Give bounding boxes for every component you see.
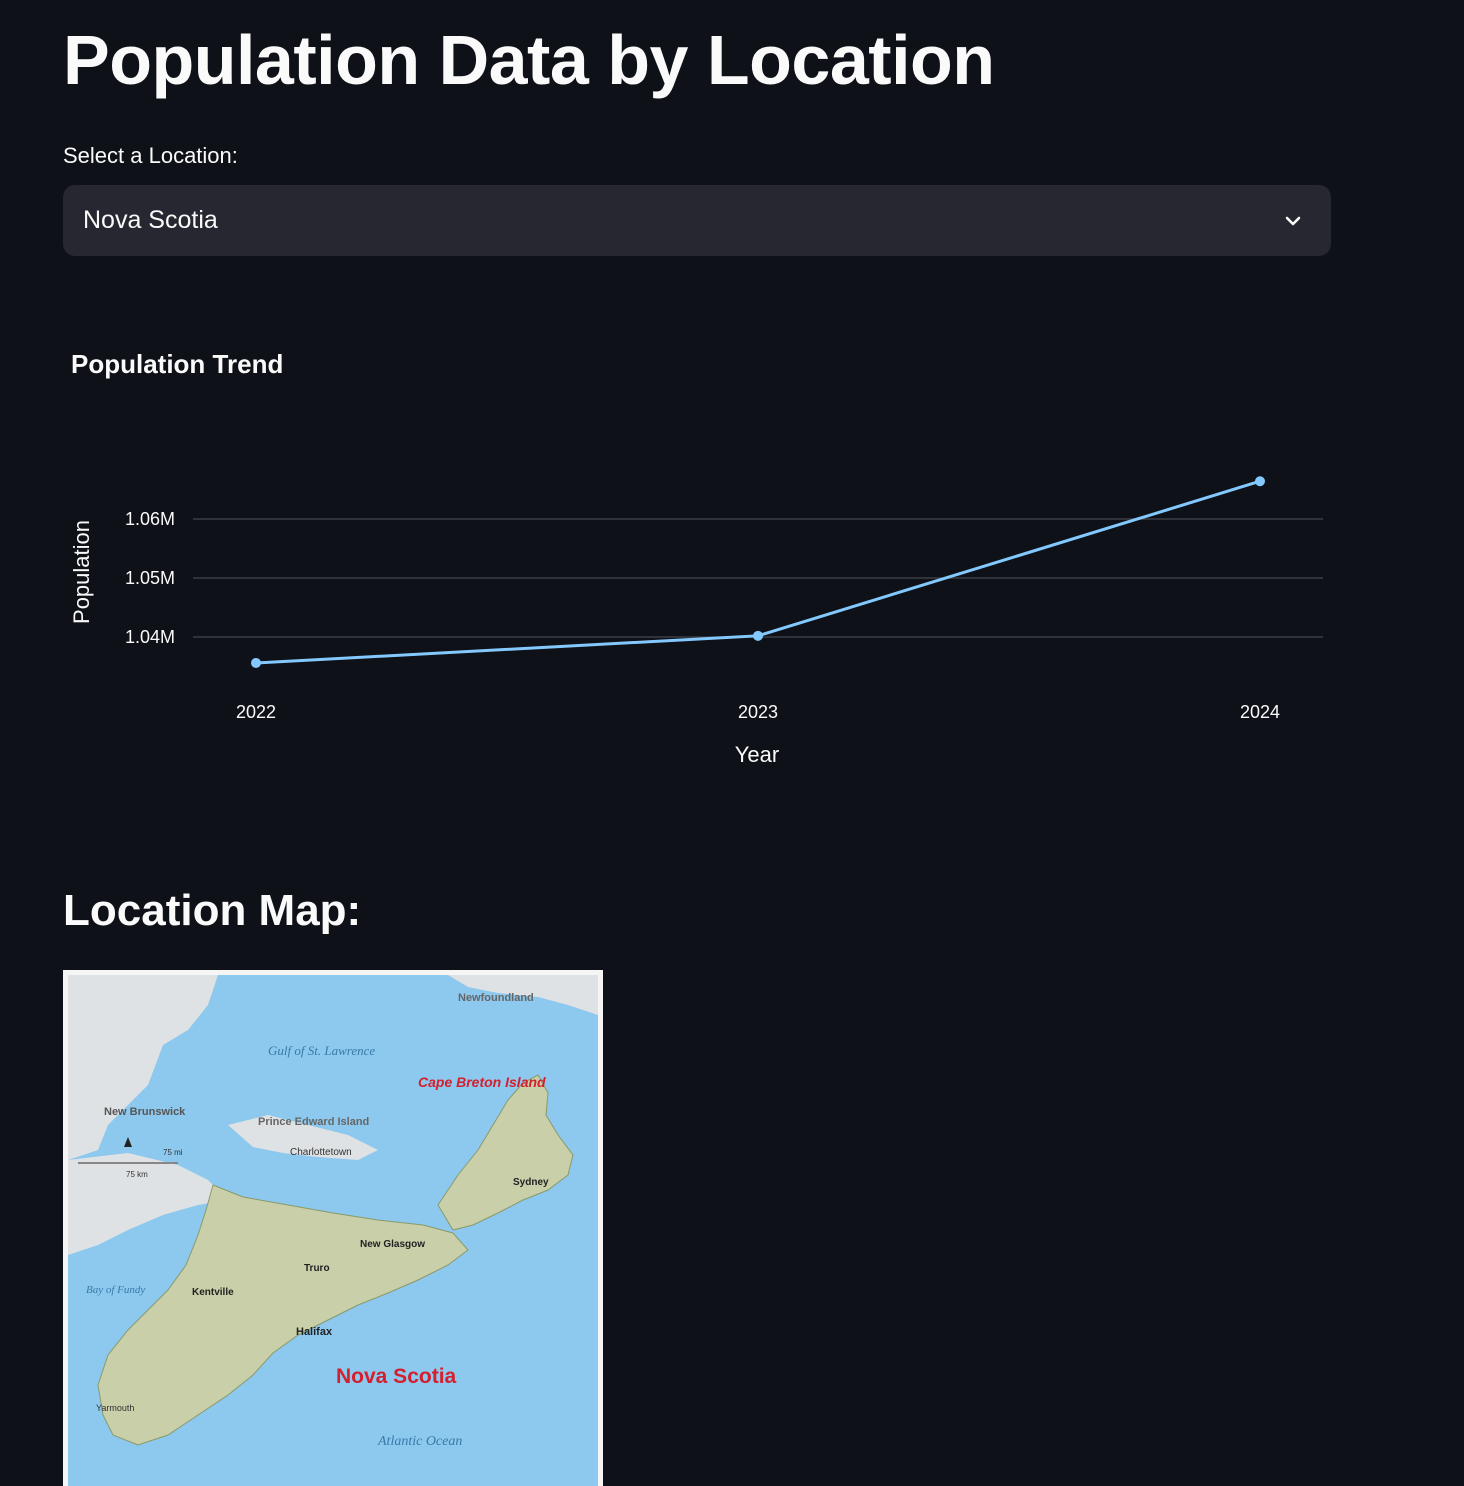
chevron-down-icon[interactable] — [1281, 209, 1305, 233]
map-label-bay-of-fundy: Bay of Fundy — [86, 1284, 145, 1296]
location-select-value: Nova Scotia — [83, 206, 218, 234]
location-map-heading: Location Map: — [63, 886, 362, 935]
chart-title: Population Trend — [71, 349, 283, 379]
pei-land — [228, 1115, 378, 1160]
y-axis-title: Population — [69, 520, 94, 624]
map-label-nova-scotia: Nova Scotia — [336, 1365, 457, 1388]
x-tick-label: 2023 — [738, 702, 778, 722]
map-label-cape-breton: Cape Breton Island — [418, 1074, 546, 1090]
data-point[interactable] — [251, 657, 261, 668]
map-label-truro: Truro — [304, 1263, 330, 1274]
map-label-yarmouth: Yarmouth — [96, 1403, 134, 1413]
data-point[interactable] — [753, 630, 763, 641]
location-select[interactable]: Nova Scotia — [63, 185, 1331, 256]
x-tick-label: 2022 — [236, 702, 276, 722]
population-trend-chart: Population Trend 1.04M 1.05M 1.06M 2022 202… — [63, 300, 1331, 830]
newfoundland-land — [448, 975, 598, 1015]
map-label-charlottetown: Charlottetown — [290, 1147, 352, 1158]
x-tick-label: 2024 — [1240, 702, 1280, 722]
map-label-new-glasgow: New Glasgow — [360, 1239, 425, 1250]
location-select-label: Select a Location: — [63, 143, 238, 168]
y-tick-label: 1.04M — [125, 627, 175, 647]
location-map-image: Newfoundland Gulf of St. Lawrence New Br… — [63, 970, 603, 1486]
y-tick-label: 1.05M — [125, 568, 175, 588]
map-label-newfoundland: Newfoundland — [458, 992, 534, 1004]
data-point[interactable] — [1255, 476, 1265, 487]
x-axis-title: Year — [735, 742, 779, 767]
map-label-atlantic: Atlantic Ocean — [377, 1434, 462, 1449]
map-label-gulf: Gulf of St. Lawrence — [268, 1043, 375, 1058]
population-chart-svg: Population Trend 1.04M 1.05M 1.06M 2022 202… — [69, 349, 1323, 767]
y-tick-label: 1.06M — [125, 509, 175, 529]
nova-scotia-land — [97, 1184, 469, 1446]
map-label-kentville: Kentville — [192, 1287, 234, 1298]
map-label-new-brunswick: New Brunswick — [104, 1106, 186, 1118]
north-arrow-icon — [124, 1137, 132, 1147]
page-title: Population Data by Location — [63, 21, 995, 99]
map-label-sydney: Sydney — [513, 1177, 549, 1188]
map-scale-km: 75 km — [126, 1170, 148, 1179]
map-scale-mi: 75 mi — [163, 1148, 183, 1157]
cape-breton-land — [437, 1074, 574, 1231]
new-brunswick-land — [68, 975, 218, 1160]
map-label-pei: Prince Edward Island — [258, 1116, 369, 1128]
mainland-south — [68, 1153, 228, 1255]
nova-scotia-map: Newfoundland Gulf of St. Lawrence New Br… — [68, 975, 598, 1486]
map-label-halifax: Halifax — [296, 1326, 333, 1338]
